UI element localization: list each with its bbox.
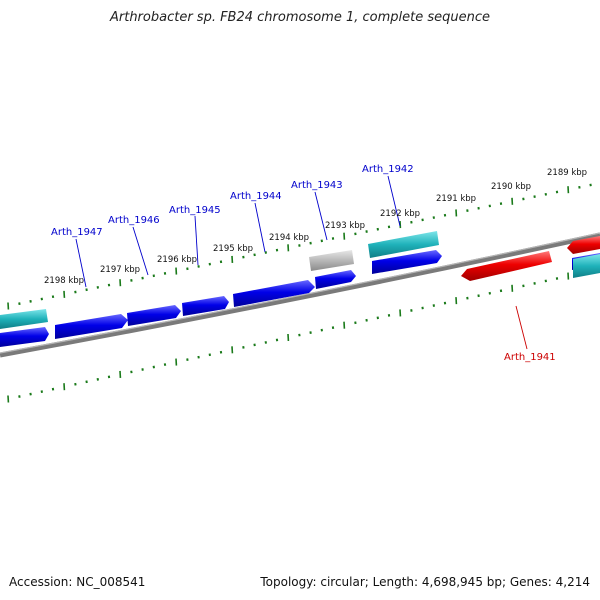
scale-label: 2192 kbp <box>380 209 420 219</box>
gene-label-arth-1943[interactable]: Arth_1943 <box>291 180 343 191</box>
gene-label-connectors <box>75 175 528 350</box>
lower-scale-ticks <box>7 269 592 403</box>
reverse-genes <box>461 236 600 281</box>
gene-label-arth-1941[interactable]: Arth_1941 <box>504 352 556 363</box>
chromosome-backbone <box>0 232 600 358</box>
scale-label: 2190 kbp <box>491 182 531 192</box>
gene-arrow[interactable] <box>233 280 315 307</box>
gene-label-arth-1947[interactable]: Arth_1947 <box>51 227 103 238</box>
gene-arrow[interactable] <box>55 314 128 339</box>
gene-arrow[interactable] <box>315 270 356 289</box>
scale-label: 2198 kbp <box>44 276 84 286</box>
map-title: Arthrobacter sp. FB24 chromosome 1, comp… <box>109 10 491 25</box>
other-features <box>0 231 600 329</box>
gene-arrow[interactable] <box>127 305 181 326</box>
scale-label: 2195 kbp <box>213 244 253 254</box>
scale-labels: 2189 kbp 2190 kbp 2191 kbp 2192 kbp 2193… <box>44 168 587 286</box>
feature-block[interactable] <box>368 231 439 258</box>
feature-block[interactable] <box>0 309 48 329</box>
chromosome-backbone-highlight <box>0 232 600 354</box>
accession-label: Accession: NC_008541 <box>9 575 146 589</box>
feature-block[interactable] <box>573 254 600 278</box>
gene-label-arth-1946[interactable]: Arth_1946 <box>108 215 160 226</box>
sequence-summary: Topology: circular; Length: 4,698,945 bp… <box>260 575 590 589</box>
gene-arrow[interactable] <box>372 250 442 274</box>
feature-block[interactable] <box>309 250 354 271</box>
gene-arrow[interactable] <box>182 296 229 316</box>
gene-arrow[interactable] <box>461 251 552 281</box>
gene-label-arth-1942[interactable]: Arth_1942 <box>362 164 414 175</box>
gene-arrow[interactable] <box>0 327 49 347</box>
scale-label: 2193 kbp <box>325 221 365 231</box>
gene-label-arth-1944[interactable]: Arth_1944 <box>230 191 282 202</box>
scale-label: 2196 kbp <box>157 255 197 265</box>
scale-label: 2191 kbp <box>436 194 476 204</box>
scale-label: 2197 kbp <box>100 265 140 275</box>
forward-genes <box>0 250 600 347</box>
scale-label: 2194 kbp <box>269 233 309 243</box>
gene-arrow[interactable] <box>567 236 600 254</box>
gene-label-arth-1945[interactable]: Arth_1945 <box>169 205 221 216</box>
gene-labels: Arth_1942 Arth_1943 Arth_1944 Arth_1945 … <box>51 164 556 363</box>
scale-label: 2189 kbp <box>547 168 587 178</box>
upper-scale-ticks <box>7 183 592 310</box>
